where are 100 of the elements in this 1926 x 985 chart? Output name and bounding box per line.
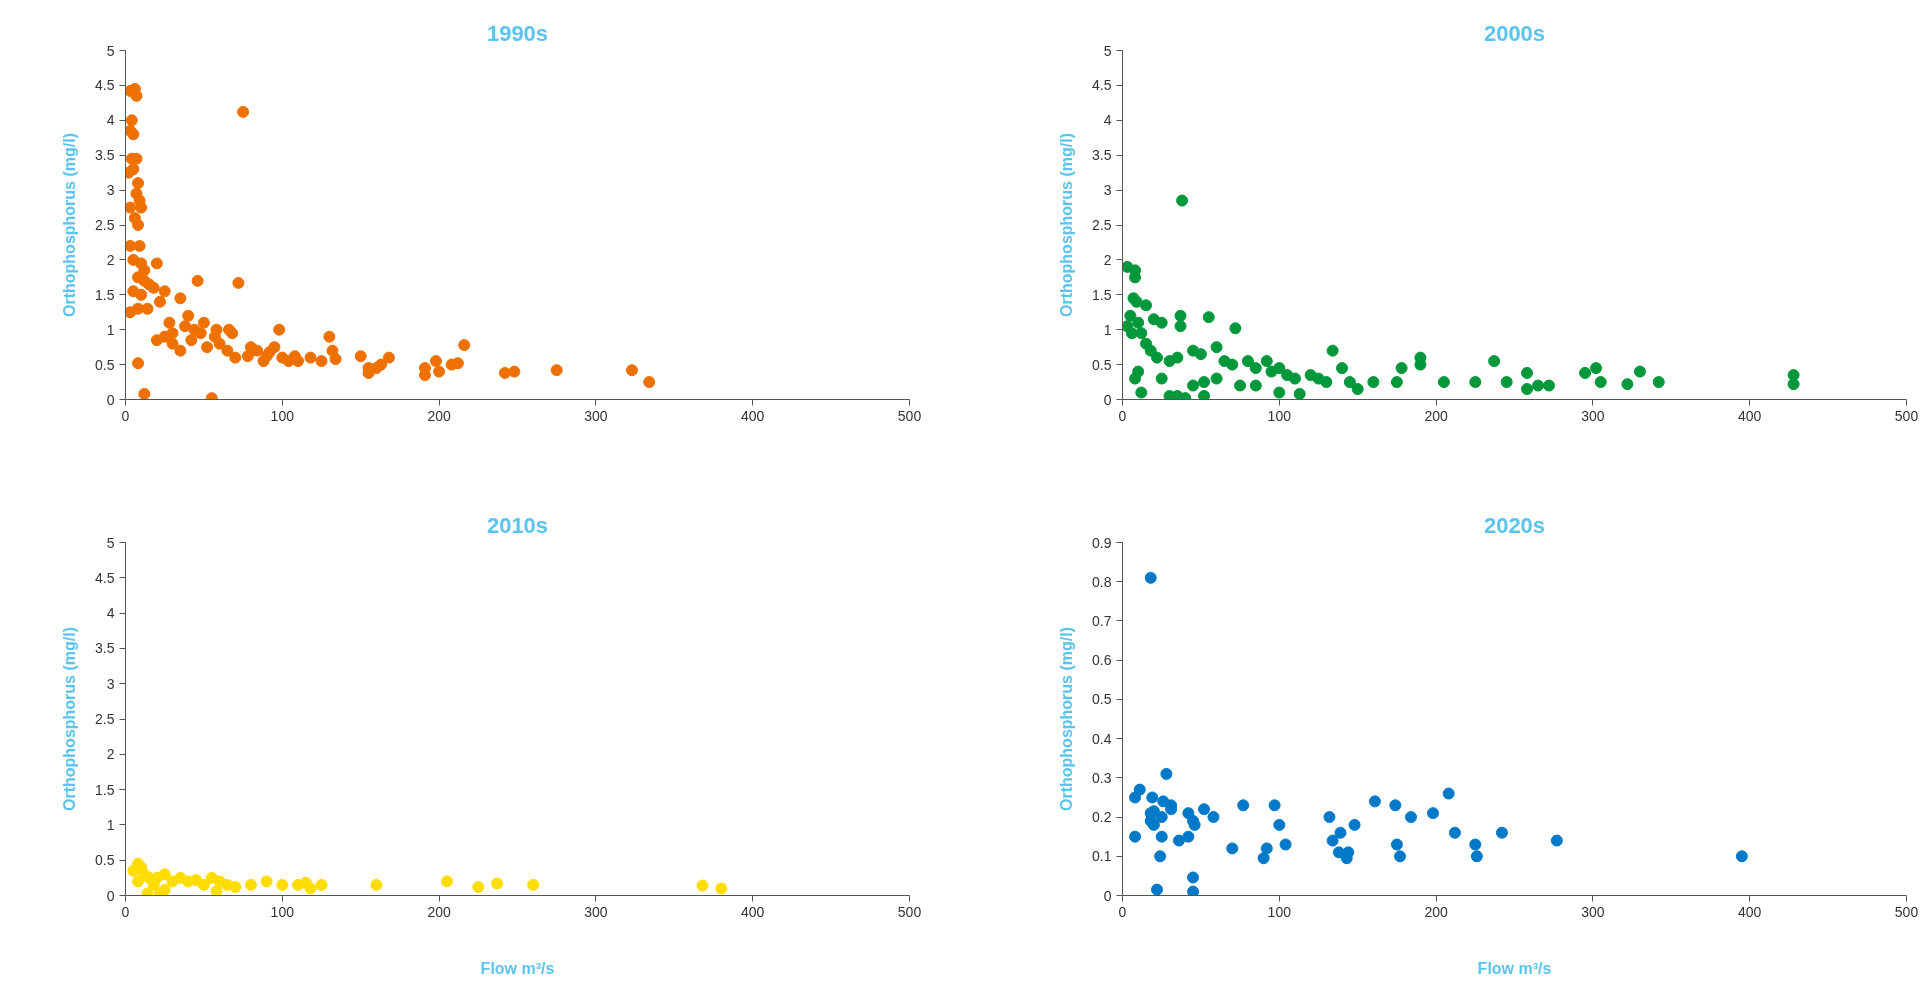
y-axis-title: Orthophosphorus (mg/l) xyxy=(61,133,79,317)
point xyxy=(1146,791,1159,804)
y-tick-label: 0.8 xyxy=(1092,573,1112,590)
x-tick-label: 300 xyxy=(584,407,608,424)
point xyxy=(1368,795,1381,808)
x-tick-label: 400 xyxy=(1738,903,1762,920)
point xyxy=(1389,799,1402,812)
chart-title: 1990s xyxy=(486,20,549,46)
y-tick-label: 0.2 xyxy=(1092,809,1112,826)
y-tick-label: 4 xyxy=(1103,112,1112,129)
y-tick-label: 4.5 xyxy=(1092,77,1112,94)
chart-title: 2000s xyxy=(1483,20,1546,46)
point xyxy=(1160,767,1173,780)
x-tick-label: 300 xyxy=(1581,903,1605,920)
x-tick-label: 400 xyxy=(1738,407,1762,424)
y-tick-label: 0.3 xyxy=(1092,769,1112,786)
x-tick-label: 500 xyxy=(897,407,922,424)
y-tick-label: 1.5 xyxy=(95,286,115,303)
y-tick-label: 5 xyxy=(106,42,115,59)
y-tick-label: 2.5 xyxy=(95,711,115,727)
y-tick-label: 0 xyxy=(1103,887,1112,904)
y-tick-label: 0.5 xyxy=(1092,691,1112,708)
y-tick-label: 0.7 xyxy=(1092,612,1112,629)
y-tick-label: 2 xyxy=(106,251,115,268)
x-tick-label: 300 xyxy=(584,903,608,920)
y-tick-label: 0.5 xyxy=(95,852,115,869)
point xyxy=(1257,852,1270,865)
y-tick-label: 3.5 xyxy=(1092,147,1112,164)
x-tick-label: 400 xyxy=(741,407,765,424)
point xyxy=(1154,850,1167,863)
x-tick-label: 200 xyxy=(427,407,451,424)
x-tick-label: 0 xyxy=(121,903,130,920)
point xyxy=(1129,830,1142,843)
point xyxy=(1405,811,1418,824)
y-tick-label: 3 xyxy=(106,182,115,199)
y-tick-label: 3.5 xyxy=(95,640,115,657)
point xyxy=(1151,883,1163,896)
point xyxy=(1172,834,1185,847)
x-tick-label: 200 xyxy=(1424,407,1448,424)
x-axis-title: Flow m³/s xyxy=(480,959,555,977)
y-tick-label: 5 xyxy=(106,534,115,551)
point xyxy=(1260,842,1273,855)
y-tick-label: 4.5 xyxy=(95,77,115,94)
point xyxy=(1182,830,1195,843)
y-tick-label: 2 xyxy=(1103,251,1112,268)
x-tick-label: 500 xyxy=(1894,903,1919,920)
point xyxy=(1279,838,1292,851)
y-tick-label: 0.4 xyxy=(1092,730,1112,747)
x-tick-label: 300 xyxy=(1581,407,1605,424)
x-tick-label: 200 xyxy=(427,903,451,920)
x-tick-label: 200 xyxy=(1424,903,1448,920)
y-tick-label: 4 xyxy=(106,112,115,129)
point xyxy=(1226,842,1239,855)
x-tick-label: 500 xyxy=(1894,407,1919,424)
point xyxy=(1155,811,1168,824)
y-axis-title: Orthophosphorus (mg/l) xyxy=(1058,133,1076,317)
y-tick-label: 3.5 xyxy=(95,147,115,164)
x-tick-label: 100 xyxy=(1267,903,1292,920)
point xyxy=(1334,826,1347,839)
point xyxy=(1155,830,1168,843)
point xyxy=(1273,818,1286,831)
point xyxy=(1442,787,1455,800)
y-tick-label: 1.5 xyxy=(95,781,115,798)
point xyxy=(1207,811,1220,824)
y-axis-title: Orthophosphorus (mg/l) xyxy=(1058,627,1076,811)
y-tick-label: 3 xyxy=(106,675,115,692)
x-tick-label: 400 xyxy=(741,903,765,920)
x-axis-title: Flow m³/s xyxy=(1477,959,1552,977)
x-tick-label: 0 xyxy=(1118,407,1127,424)
point xyxy=(1198,803,1211,816)
y-tick-label: 0 xyxy=(106,391,115,408)
point xyxy=(1394,850,1407,863)
point xyxy=(1326,834,1339,847)
point xyxy=(1390,838,1403,851)
x-tick-label: 0 xyxy=(121,407,130,424)
x-tick-label: 100 xyxy=(270,903,295,920)
y-tick-label: 0.9 xyxy=(1092,534,1112,551)
x-tick-label: 100 xyxy=(270,407,295,424)
y-tick-label: 5 xyxy=(1103,42,1112,59)
point xyxy=(1735,850,1748,863)
point xyxy=(1550,834,1563,847)
y-tick-label: 2.5 xyxy=(95,217,115,233)
point xyxy=(1144,571,1157,584)
y-tick-label: 2 xyxy=(106,746,115,763)
point xyxy=(1147,818,1160,831)
y-tick-label: 4 xyxy=(106,605,115,622)
point xyxy=(1187,885,1200,896)
point xyxy=(1448,826,1461,839)
x-tick-label: 100 xyxy=(1267,407,1292,424)
y-tick-label: 0.5 xyxy=(95,356,115,373)
y-tick-label: 1.5 xyxy=(1092,286,1112,303)
chart-title: 2020s xyxy=(1483,512,1546,538)
x-tick-label: 500 xyxy=(897,903,922,920)
y-tick-label: 0.6 xyxy=(1092,652,1112,669)
y-tick-label: 2.5 xyxy=(1092,217,1112,233)
y-tick-label: 0 xyxy=(1103,391,1112,408)
point xyxy=(1187,871,1200,884)
point xyxy=(1323,811,1336,824)
y-tick-label: 0 xyxy=(106,887,115,904)
chart-title: 2010s xyxy=(486,512,549,538)
